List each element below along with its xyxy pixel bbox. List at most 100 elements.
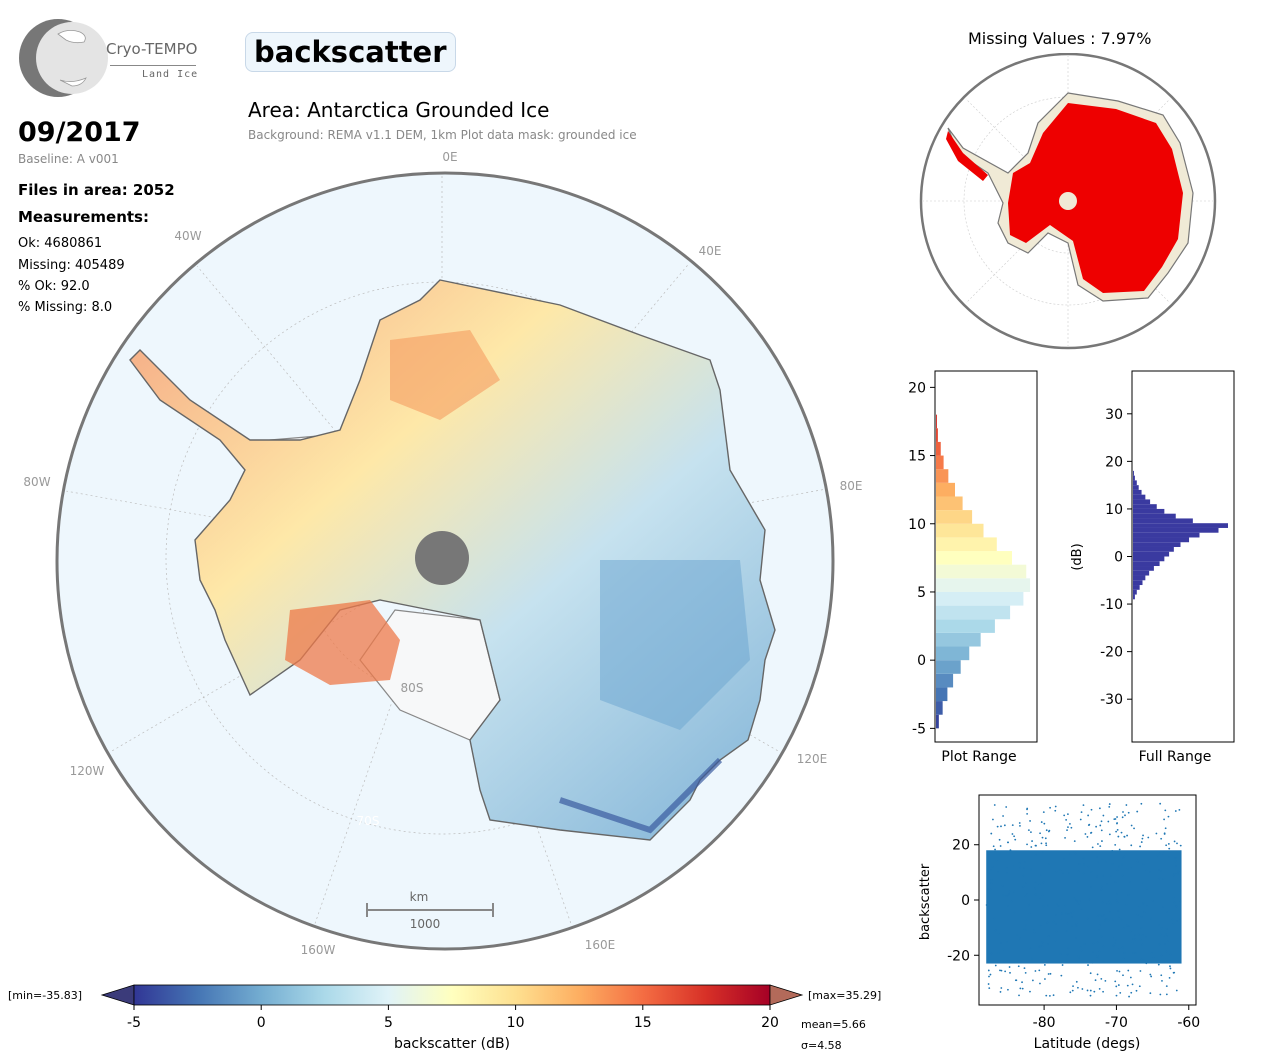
scatter-point (1024, 895, 1027, 898)
scatter-point (1098, 914, 1101, 916)
scatter-point (1118, 947, 1121, 950)
scatter-point (1086, 917, 1089, 920)
scatter-point (1049, 806, 1051, 809)
scatter-point (1055, 913, 1058, 916)
scatter-point (1077, 955, 1080, 957)
scatter-point (1149, 973, 1152, 976)
scatter-point (1042, 811, 1045, 814)
scatter-point (1172, 896, 1175, 899)
colorbar-min-label: [min=-35.83] (8, 989, 82, 1002)
scatter-point (1115, 994, 1118, 997)
scatter-point (1100, 977, 1103, 980)
scatter-point (1139, 845, 1142, 848)
colorbar-label: backscatter (dB) (394, 1036, 510, 1052)
scatter-point (987, 969, 990, 972)
scatter-point (1031, 957, 1033, 960)
scatter-point (1158, 923, 1160, 926)
missing-values-map (919, 53, 1217, 350)
scatter-point (1108, 805, 1111, 808)
scatter-point (1102, 959, 1105, 962)
colorbar-max-label: [max=35.29] (808, 989, 881, 1002)
scatter-point (1069, 822, 1071, 825)
scatter-point (1169, 967, 1172, 970)
scatter-point (1126, 834, 1128, 837)
scatter-point (1029, 947, 1032, 950)
scatter-point (1114, 818, 1117, 820)
scatter-point (1005, 940, 1008, 943)
scatter-point (1064, 904, 1067, 907)
scatter-point (1018, 862, 1021, 864)
scatter-point (1121, 863, 1123, 866)
scatter-point (1115, 899, 1118, 902)
scatter-point (1029, 820, 1031, 822)
scatter-point (998, 838, 1001, 841)
scatter-points (985, 802, 1182, 998)
scatter-point (1043, 822, 1046, 825)
scatter-point (1168, 847, 1171, 850)
scatter-point (1158, 943, 1161, 946)
scatter-point (1030, 846, 1033, 848)
scatter-point (1116, 910, 1119, 912)
plot-range-bar (936, 714, 939, 729)
latitude-scatter-plot: -80 -70 -60 -20 0 20 backscatter Latitude (de… (918, 794, 1200, 1052)
scatter-point (1084, 833, 1087, 835)
scatter-point (1145, 869, 1148, 872)
scatter-point (1100, 888, 1103, 891)
scatter-point (1025, 924, 1027, 927)
plot-range-xlabel: Plot Range (941, 749, 1016, 765)
scatter-point (1108, 900, 1111, 903)
scatter-point (1065, 912, 1068, 915)
full-range-bar (1133, 585, 1140, 590)
scatter-point (1026, 843, 1028, 846)
scatter-point (1078, 957, 1080, 959)
scatter-point (1096, 915, 1099, 918)
scatter-point (1102, 814, 1105, 817)
scatter-point (1027, 902, 1030, 905)
scatter-point (1006, 841, 1009, 844)
scatter-point (1090, 886, 1092, 889)
scatter-point (1136, 860, 1139, 863)
scatter-point (1063, 814, 1066, 817)
scatter-point (1156, 854, 1159, 857)
scatter-point (1171, 918, 1174, 921)
scatter-point (1165, 935, 1168, 937)
full-range-bar (1133, 566, 1154, 571)
colorbar-tick-label: 5 (384, 1015, 393, 1031)
scatter-point (1116, 816, 1118, 818)
scatter-point (1142, 882, 1145, 885)
lon-label-80e: 80E (840, 479, 863, 493)
scatter-point (1038, 897, 1041, 900)
scatter-point (1074, 852, 1077, 855)
scatter-point (1112, 944, 1115, 947)
scatter-point (1092, 942, 1095, 945)
scatter-point (1018, 822, 1021, 824)
scatter-point (1176, 920, 1179, 922)
scatter-point (1115, 830, 1118, 833)
scatter-point (1173, 872, 1176, 875)
scatter-point (1161, 979, 1163, 982)
scatter-point (1033, 931, 1036, 934)
scatter-point (1026, 807, 1029, 810)
scatter-point (1075, 900, 1078, 902)
scatter-point (1176, 842, 1178, 845)
scatter-point (1019, 824, 1021, 827)
full-range-tick-label: -20 (1100, 645, 1123, 661)
scatter-point (1071, 916, 1073, 918)
scatter-point (1025, 929, 1027, 931)
scatter-point (1130, 824, 1133, 827)
scatter-point (1159, 993, 1162, 996)
scatter-point (1073, 851, 1076, 854)
scatter-point (1122, 857, 1125, 859)
scatter-point (1018, 937, 1021, 940)
scatter-point (992, 818, 994, 821)
scatter-point (1076, 902, 1079, 905)
plot-range-y-ticks: -5 0 5 10 15 20 (908, 380, 935, 737)
scatter-point (1087, 964, 1089, 966)
scatter-point (993, 917, 996, 920)
scatter-point (1126, 867, 1129, 870)
scatter-point (1099, 845, 1102, 848)
scatter-point (1000, 825, 1002, 828)
plot-range-bar (936, 537, 997, 552)
scatter-point (1011, 824, 1014, 827)
scatter-point (1023, 867, 1026, 870)
